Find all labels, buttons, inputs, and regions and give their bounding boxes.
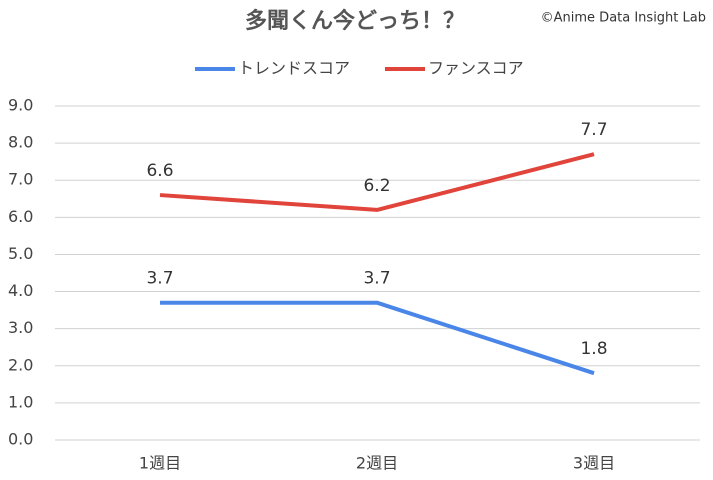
y-tick-label: 6.0 <box>8 207 33 226</box>
y-tick-label: 2.0 <box>8 355 33 374</box>
data-label: 3.7 <box>363 269 390 289</box>
chart-title: 多聞くん今どっち！？ <box>245 8 465 34</box>
y-tick-label: 3.0 <box>8 318 33 337</box>
data-label: 3.7 <box>146 269 173 289</box>
y-tick-label: 7.0 <box>8 170 33 189</box>
line <box>159 152 595 212</box>
data-label: 7.7 <box>580 120 607 140</box>
legend-label: ファンスコア <box>428 59 524 78</box>
legend-label: トレンドスコア <box>238 59 350 78</box>
line <box>160 300 595 376</box>
y-tick-label: 8.0 <box>8 133 33 152</box>
x-tick-label: 1週目 <box>139 454 181 473</box>
data-label: 6.2 <box>363 176 390 196</box>
y-tick-label: 9.0 <box>8 96 33 115</box>
y-tick-label: 4.0 <box>8 281 33 300</box>
data-label: 1.8 <box>580 339 607 359</box>
x-tick-label: 3週目 <box>573 454 615 473</box>
y-tick-label: 0.0 <box>8 430 33 449</box>
y-tick-label: 5.0 <box>8 244 33 263</box>
x-tick-label: 2週目 <box>356 454 398 473</box>
y-tick-label: 1.0 <box>8 392 33 411</box>
data-label: 6.6 <box>146 161 173 181</box>
credit: ©Anime Data Insight Lab <box>541 11 706 26</box>
